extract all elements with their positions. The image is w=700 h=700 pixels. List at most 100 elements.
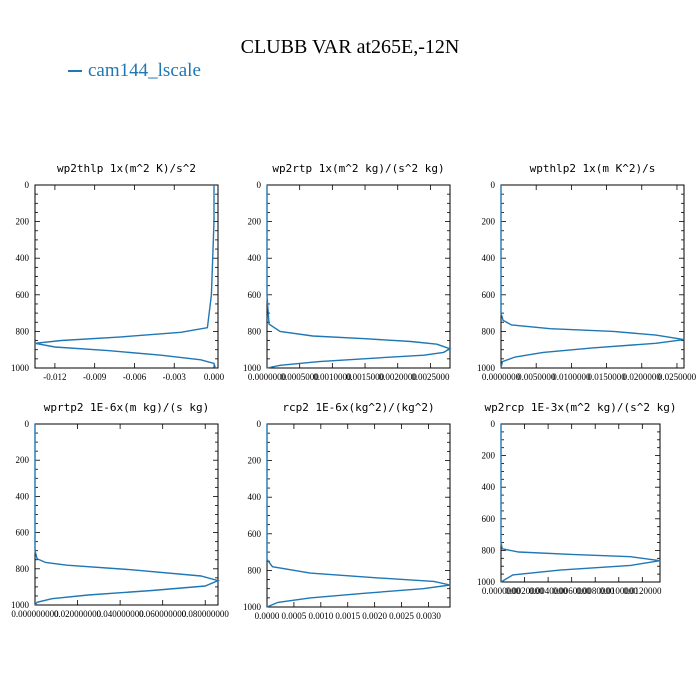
y-tick-label: 800 (248, 326, 262, 336)
y-tick-label: 400 (248, 253, 262, 263)
y-tick-label: 1000 (11, 600, 30, 610)
y-tick-label: 0 (25, 180, 30, 190)
y-tick-label: 0 (257, 419, 262, 429)
legend: cam144_lscale (68, 60, 201, 82)
y-tick-label: 0 (491, 180, 496, 190)
series-line (34, 424, 221, 606)
plot-panel-3: wpthlp2 1x(m K^2)/s020040060080010000.00… (477, 162, 697, 382)
plot-panel-5: rcp2 1E-6x(kg^2)/(kg^2) 0 200 400 600 800 1000… (243, 401, 451, 621)
panel-title: wp2rtp 1x(m^2 kg)/(s^2 kg) (272, 162, 444, 175)
x-tick-label: 0.0200000 (623, 372, 662, 382)
x-tick-label: 0.0020000 (379, 372, 418, 382)
plot-frame (266, 184, 451, 369)
panel-title: rcp2 1E-6x(kg^2)/(kg^2) (282, 401, 434, 414)
series-line (500, 185, 685, 369)
series-line (500, 424, 661, 583)
x-tick-label: 0.040000000 (96, 609, 144, 619)
legend-label: cam144_lscale (88, 60, 201, 81)
y-tick-label: 200 (248, 456, 262, 466)
y-tick-label: 800 (16, 564, 30, 574)
x-tick-label: 0.0015000 (346, 372, 385, 382)
y-tick-label: 1000 (243, 602, 262, 612)
x-tick-label: 0.0025 (389, 611, 414, 621)
panel-title: wp2thlp 1x(m^2 K)/s^2 (57, 162, 196, 175)
x-tick-label: 0.0020000 (505, 586, 544, 596)
y-tick-label: 0 (25, 419, 30, 429)
x-tick-label: 0.0010000 (313, 372, 352, 382)
x-tick-label: 0.0100000 (552, 372, 591, 382)
x-tick-label: 0.0005000 (281, 372, 320, 382)
x-tick-label: 0.0005 (282, 611, 307, 621)
y-tick-label: 400 (248, 492, 262, 502)
x-tick-label: -0.012 (43, 372, 66, 382)
x-tick-label: 0.0150000 (587, 372, 626, 382)
y-tick-label: 600 (248, 290, 262, 300)
y-tick-label: 600 (16, 528, 30, 538)
x-tick-label: -0.003 (163, 372, 187, 382)
plot-frame (34, 423, 219, 606)
y-tick-label: 600 (482, 290, 496, 300)
x-tick-label: 0.0120000 (623, 586, 662, 596)
plot-panel-4: wprtp2 1E-6x(m kg)/(s kg) 0 200 400 600 800 10… (11, 401, 229, 619)
y-tick-label: 800 (248, 565, 262, 575)
y-tick-label: 200 (16, 217, 30, 227)
series-line (34, 185, 216, 369)
series-line (266, 424, 451, 608)
y-tick-label: 200 (482, 451, 496, 461)
x-tick-label: 0.020000000 (54, 609, 102, 619)
x-tick-label: 0.0080000 (576, 586, 615, 596)
x-tick-label: 0.0060000 (553, 586, 592, 596)
y-tick-label: 400 (482, 253, 496, 263)
legend-line-icon (68, 70, 82, 72)
plot-frame (500, 423, 661, 583)
x-tick-label: 0.060000000 (139, 609, 187, 619)
panel-title: wp2rcp 1E-3x(m^2 kg)/(s^2 kg) (484, 401, 676, 414)
plot-panel-6: wp2rcp 1E-3x(m^2 kg)/(s^2 kg) 0 200 400 600 8… (477, 401, 677, 596)
y-tick-label: 600 (482, 514, 496, 524)
x-tick-label: 0.0000000 (482, 372, 521, 382)
x-tick-label: 0.0000000 (248, 372, 287, 382)
plot-frame (266, 423, 451, 608)
series-line (266, 185, 452, 369)
x-tick-label: 0.0015 (335, 611, 360, 621)
x-tick-label: 0.000000000 (11, 609, 59, 619)
page-title: CLUBB VAR at265E,-12N (240, 36, 460, 58)
y-tick-label: 200 (482, 217, 496, 227)
plot-panel-1: wp2thlp 1x(m^2 K)/s^2 0 200 400 600 800 1000 -0… (11, 162, 225, 382)
y-tick-label: 0 (257, 180, 262, 190)
x-tick-label: 0.0000 (255, 611, 280, 621)
y-tick-label: 400 (16, 253, 30, 263)
y-tick-label: 800 (482, 545, 496, 555)
x-tick-label: -0.009 (83, 372, 107, 382)
x-tick-label: 0.0040000 (529, 586, 568, 596)
x-tick-label: 0.0010 (308, 611, 333, 621)
y-tick-label: 1000 (477, 363, 496, 373)
x-tick-label: 0.0025000 (411, 372, 450, 382)
x-tick-label: 0.0030 (416, 611, 441, 621)
y-tick-label: 0 (491, 419, 496, 429)
x-tick-label: -0.006 (123, 372, 147, 382)
y-tick-label: 800 (16, 326, 30, 336)
y-tick-label: 800 (482, 326, 496, 336)
x-tick-label: 0.0000000 (482, 586, 521, 596)
x-tick-label: 0.0050000 (517, 372, 556, 382)
y-tick-label: 1000 (11, 363, 30, 373)
y-tick-label: 600 (16, 290, 30, 300)
plot-panel-2: wp2rtp 1x(m^2 kg)/(s^2 kg) 0 200 400 600 800 1… (243, 162, 452, 382)
panel-title: wpthlp2 1x(m K^2)/s (530, 162, 656, 175)
y-tick-label: 400 (482, 482, 496, 492)
plot-frame (500, 184, 685, 369)
x-tick-label: 0.080000000 (182, 609, 230, 619)
y-tick-label: 1000 (477, 577, 496, 587)
x-tick-label: 0.0020 (362, 611, 387, 621)
y-tick-label: 200 (248, 217, 262, 227)
y-tick-label: 200 (16, 455, 30, 465)
y-tick-label: 400 (16, 491, 30, 501)
y-tick-label: 600 (248, 529, 262, 539)
panel-title: wprtp2 1E-6x(m kg)/(s kg) (44, 401, 210, 414)
x-tick-label: 0.000 (204, 372, 225, 382)
y-tick-label: 1000 (243, 363, 262, 373)
x-tick-label: 0.0100000 (600, 586, 639, 596)
x-tick-label: 0.0250000 (658, 372, 697, 382)
